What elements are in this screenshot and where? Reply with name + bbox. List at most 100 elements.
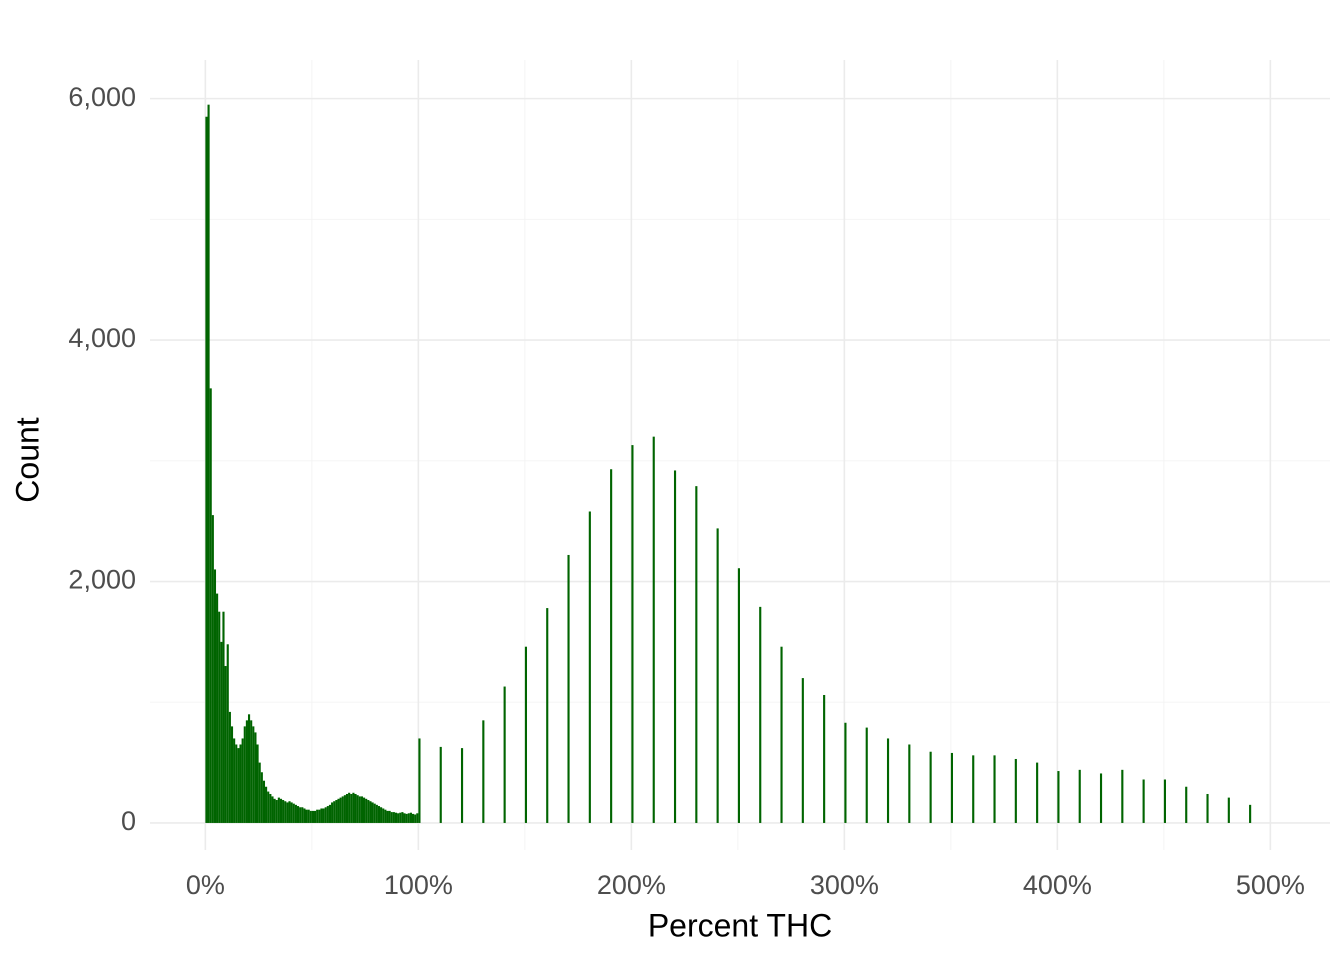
bar [950,752,953,823]
bar [294,804,297,823]
bar [213,569,217,823]
bar [373,803,376,823]
bar [399,812,402,823]
bar [324,807,327,823]
bar [267,791,270,823]
bar [316,809,319,823]
bar [439,746,442,823]
x-tick-label: 500% [1236,870,1305,900]
bar [411,813,415,823]
bar [673,470,677,823]
bar [235,744,238,823]
bar [384,809,387,823]
bar [993,755,996,823]
bar [865,727,868,823]
bar [1185,786,1188,823]
bar [209,388,212,823]
bar [345,793,349,823]
bar [1206,793,1209,823]
bar [226,644,229,823]
bar [1121,769,1124,823]
bar [314,810,317,823]
bar [929,751,932,823]
bar [322,808,325,823]
bar [233,738,236,823]
bar [886,738,890,823]
x-tick-label: 0% [186,870,225,900]
bar [286,802,289,823]
bar [397,813,400,823]
bar [258,762,261,823]
bar [631,445,634,823]
bar [524,646,528,823]
bar [318,809,321,823]
bar [482,720,485,823]
bar [292,803,295,823]
bar [716,528,719,823]
bar [759,606,762,823]
bar [241,738,244,823]
bar [388,810,391,823]
bar [394,812,398,823]
bar [403,813,406,823]
y-tick-label: 0 [121,806,136,836]
bar [335,800,338,823]
bar [823,694,826,823]
bar [290,802,293,823]
bar [1099,773,1103,823]
bar [269,793,272,823]
bar [1078,769,1081,823]
bar [296,806,300,823]
bar [256,744,259,823]
bar [222,611,225,823]
bar [331,802,334,823]
bar [260,772,263,823]
bar [247,714,251,823]
bar [780,646,783,823]
bar [252,726,255,823]
x-tick-label: 400% [1023,870,1092,900]
bar [1036,762,1039,823]
bar [546,608,549,823]
bar [390,812,393,823]
bar [239,744,242,823]
bar [279,798,283,823]
y-axis-title: Count [9,417,45,503]
bar [1249,804,1252,823]
bar [205,116,208,823]
bar [277,797,280,823]
bar [311,810,315,823]
bar [377,806,381,823]
bar [303,808,306,823]
bar [328,804,332,823]
bar [414,814,417,823]
bar [207,104,210,823]
bar [588,511,591,823]
y-tick-label: 6,000 [68,82,136,112]
bar [375,804,378,823]
bar [908,744,911,823]
bar [350,793,353,823]
bar [305,809,308,823]
bar [972,755,975,823]
bar [358,796,361,823]
bar [386,810,389,823]
bar [237,748,240,823]
bar [343,795,346,823]
bar [326,806,329,823]
y-tick-label: 2,000 [68,565,136,595]
bar [371,802,374,823]
bar [1227,797,1230,823]
bar [737,568,740,823]
bar [284,801,287,823]
bar [228,711,231,823]
bar [610,469,613,823]
x-tick-label: 100% [384,870,453,900]
bar [337,798,340,823]
bar [1057,771,1060,823]
bar [405,813,408,823]
bar [288,801,291,823]
bar [367,800,370,823]
bar [1014,758,1017,823]
